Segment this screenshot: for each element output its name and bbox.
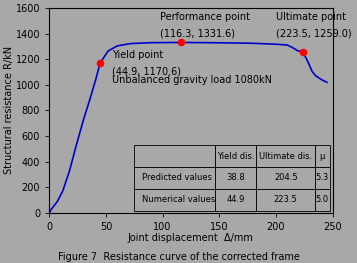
Text: Figure 7  Resistance curve of the corrected frame: Figure 7 Resistance curve of the correct…	[57, 252, 300, 262]
Text: (116.3, 1331.6): (116.3, 1331.6)	[160, 29, 235, 39]
Text: Unbalanced gravity load 1080kN: Unbalanced gravity load 1080kN	[111, 75, 272, 85]
Text: (44.9, 1170.6): (44.9, 1170.6)	[111, 67, 181, 77]
Text: Performance point: Performance point	[160, 12, 250, 22]
X-axis label: Joint displacement  Δ/mm: Joint displacement Δ/mm	[128, 233, 254, 243]
Y-axis label: Structural resistance R/kN: Structural resistance R/kN	[4, 46, 14, 174]
Text: (223.5, 1259.0): (223.5, 1259.0)	[276, 29, 352, 39]
Text: Yield point: Yield point	[111, 50, 163, 60]
Text: Ultimate point: Ultimate point	[276, 12, 346, 22]
